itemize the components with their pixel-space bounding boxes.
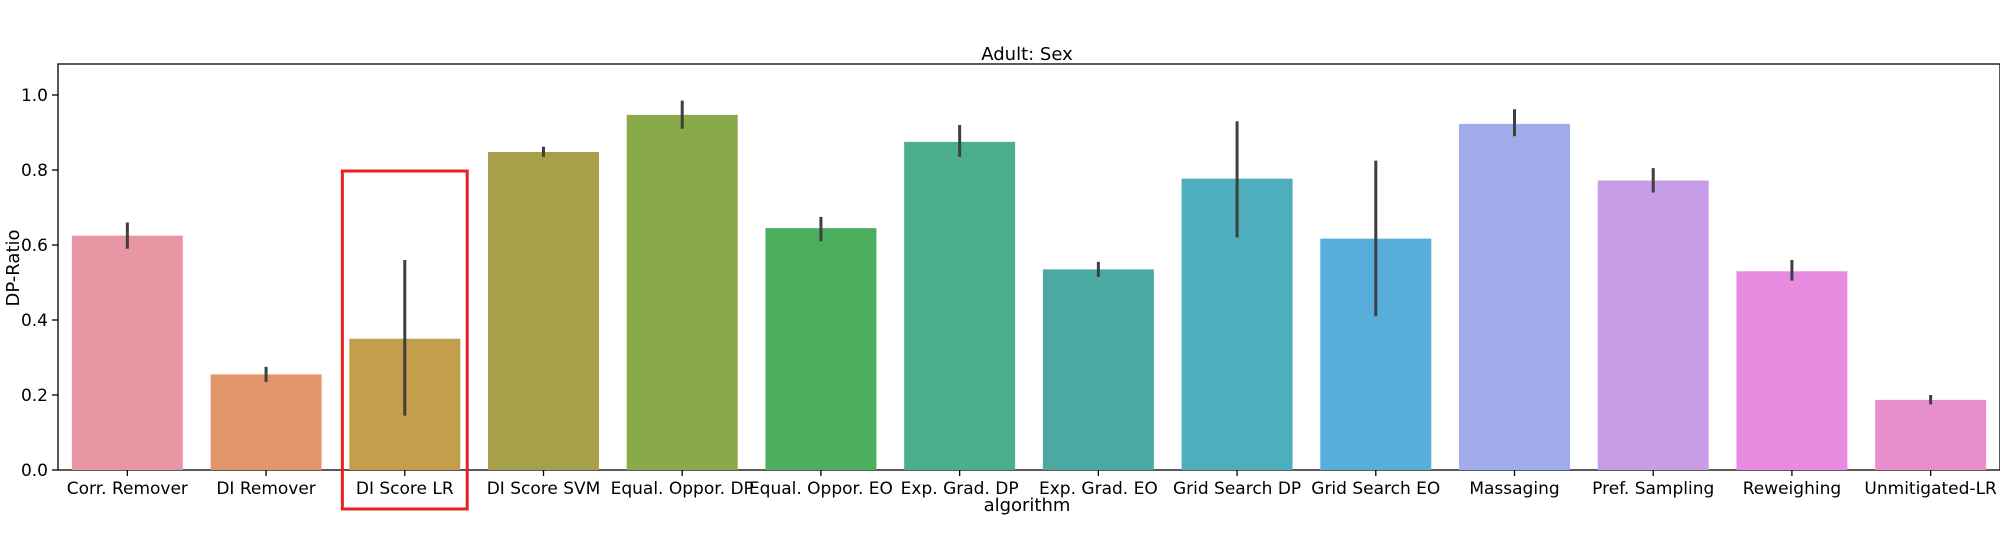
x-tick-label: Exp. Grad. EO [1039,479,1158,499]
x-tick-label: Massaging [1469,479,1559,499]
bar [904,141,1016,470]
highlight-box [340,169,469,511]
bar [1459,123,1570,470]
y-axis: 0.0 0.2 0.4 0.6 0.8 1.0 [21,86,58,481]
bar [71,235,183,470]
y-tick-label: 0.4 [21,311,48,331]
y-tick-label: 0.2 [21,386,48,406]
bar [1875,399,1987,470]
error-bars [125,100,1933,416]
x-tick-label: Exp. Grad. DP [901,479,1019,499]
plot-frame [57,63,2000,471]
x-tick-label: Grid Search DP [1173,479,1301,499]
bar [626,114,738,470]
y-axis-title: DP-Ratio [3,229,24,306]
chart-title: Adult: Sex [981,44,1073,65]
bar [1597,180,1709,470]
y-tick-label: 1.0 [21,86,48,106]
x-tick-label: Equal. Oppor. EO [749,479,893,499]
x-tick-label: Reweighing [1743,479,1841,499]
x-tick-label: DI Score SVM [487,479,601,499]
bars [71,114,1987,470]
x-tick-label: Grid Search EO [1311,479,1440,499]
x-axis-title: algorithm [984,495,1071,516]
y-tick-label: 0.6 [21,236,48,256]
x-tick-label: Pref. Sampling [1592,479,1714,499]
bar [1042,269,1154,470]
x-tick-label: DI Score LR [356,479,454,499]
x-tick-label: DI Remover [216,479,316,499]
bar [210,374,322,470]
x-tick-label: Unmitigated-LR [1864,479,1997,499]
x-tick-label: Corr. Remover [67,479,188,499]
x-axis: Corr. Remover DI Remover DI Score LR DI Sco… [67,470,1997,499]
bar [1736,271,1848,470]
x-tick-label: Equal. Oppor. DP [611,479,754,499]
highlight-rectangle [340,169,469,511]
y-tick-label: 0.0 [21,461,48,481]
bar [765,228,877,470]
y-tick-label: 0.8 [21,161,48,181]
bar [488,152,599,470]
